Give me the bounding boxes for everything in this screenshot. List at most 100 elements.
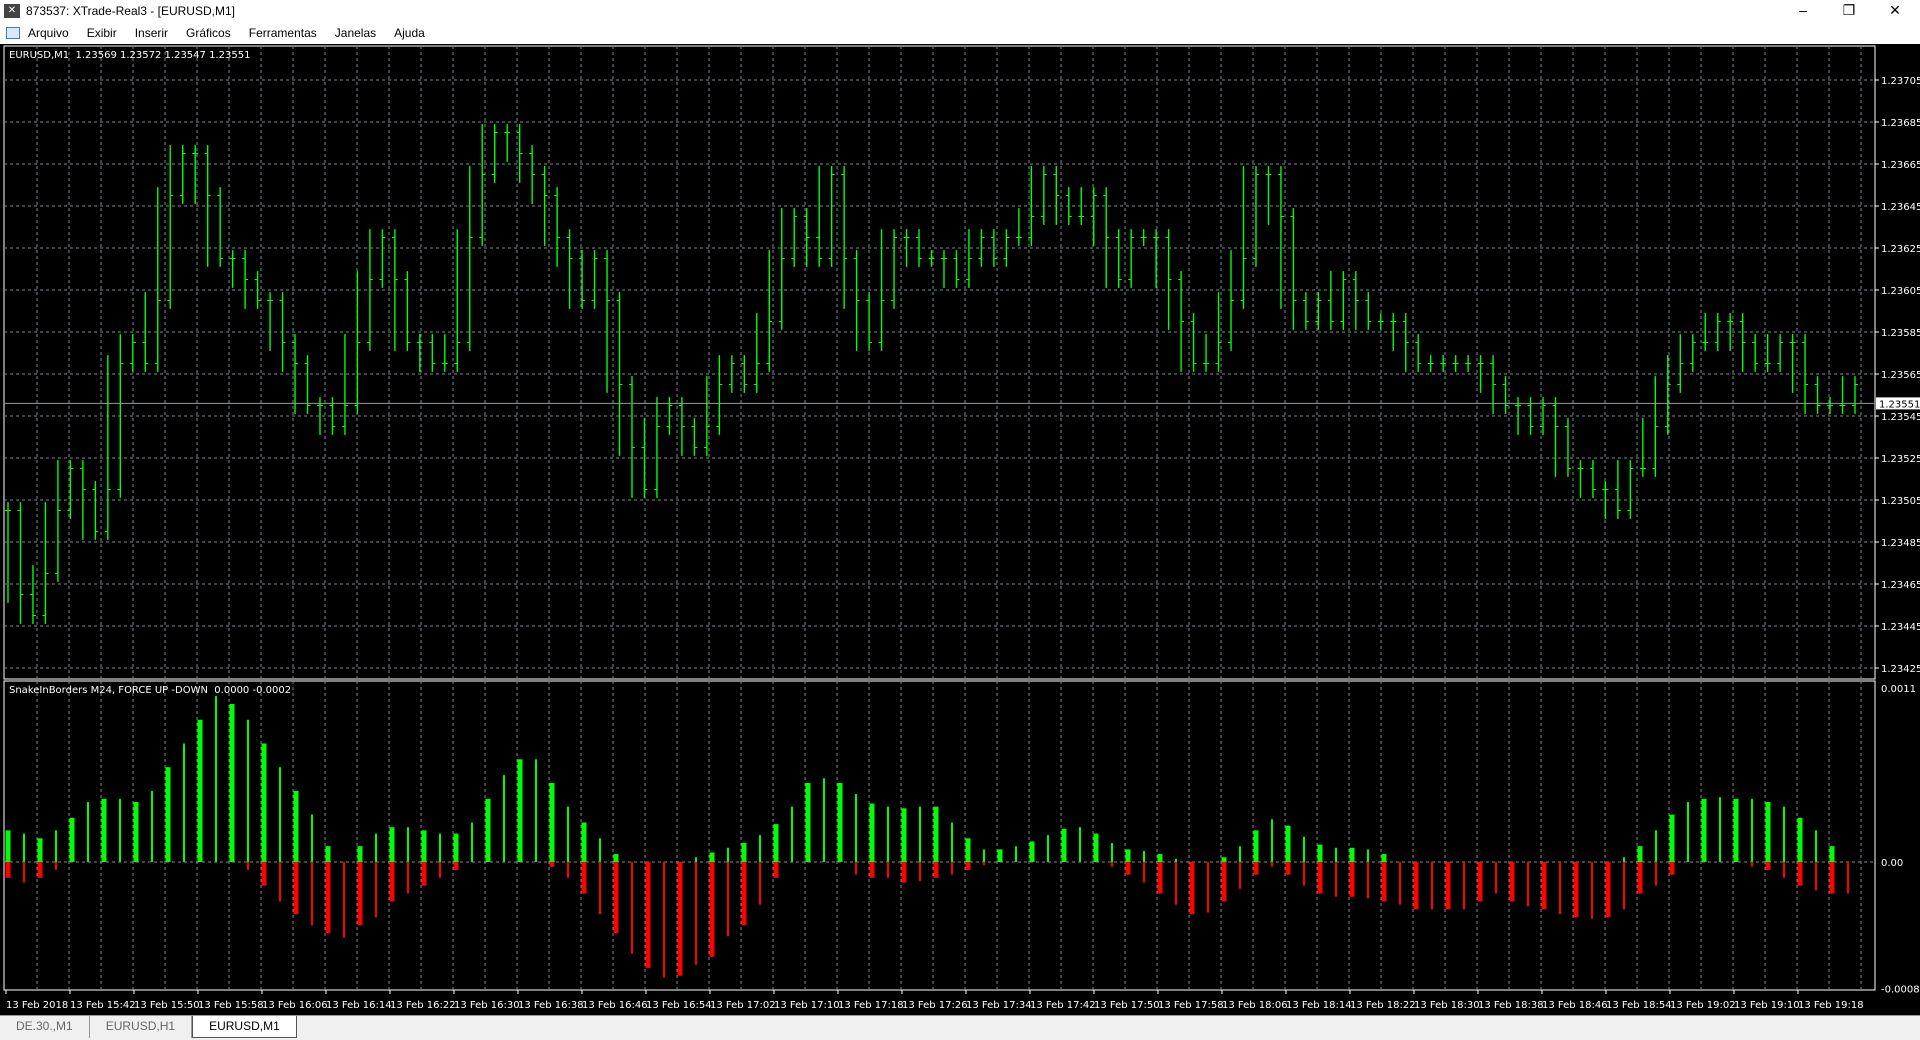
indicator-down-bar (1559, 862, 1561, 915)
price-bar (691, 418, 698, 456)
indicator-up-bar (5, 830, 11, 862)
time-axis-label: 13 Feb 16:30 (454, 1000, 520, 1011)
indicator-down-bar (901, 862, 907, 883)
price-axis-label: 1.23645 (1881, 202, 1920, 213)
price-bar (628, 376, 635, 498)
indicator-up-bar (709, 852, 715, 862)
indicator-up-bar (1719, 797, 1721, 862)
price-bar (67, 460, 74, 519)
menu-janelas[interactable]: Janelas (334, 26, 377, 40)
indicator-up-bar (1285, 825, 1291, 862)
app-logo-icon: ✕ (4, 4, 20, 18)
indicator-up-bar (1381, 854, 1387, 862)
price-bar (1115, 229, 1122, 288)
indicator-up-bar (421, 830, 427, 862)
price-bar (1552, 397, 1559, 477)
menu-ajuda[interactable]: Ajuda (394, 26, 425, 40)
price-bar (604, 250, 611, 393)
price-bar (1327, 271, 1334, 330)
indicator-down-bar (1669, 862, 1675, 875)
price-bar (1402, 313, 1409, 372)
time-axis-label: 13 Feb 16:54 (646, 1000, 712, 1011)
indicator-axis-label: 0.00 (1881, 858, 1903, 869)
indicator-down-bar (261, 862, 267, 886)
indicator-down-bar (983, 862, 985, 866)
price-bar (1739, 313, 1746, 372)
price-bar (1078, 187, 1085, 225)
indicator-down-bar (741, 862, 747, 926)
time-axis-label: 13 Feb 17:18 (838, 1000, 904, 1011)
indicator-down-bar (631, 862, 633, 954)
current-price-label: 1.23551 (1879, 399, 1920, 410)
time-axis-label: 13 Feb 16:38 (518, 1000, 584, 1011)
tab-eurusd-h1[interactable]: EURUSD,H1 (90, 1016, 193, 1038)
time-axis-label: 13 Feb 17:50 (1094, 1000, 1160, 1011)
chart-window-icon[interactable] (6, 27, 20, 39)
indicator-down-bar (1815, 862, 1817, 891)
indicator-up-bar (1655, 830, 1657, 862)
price-bar (816, 166, 823, 267)
price-bar (1228, 250, 1235, 351)
indicator-down-bar (1221, 862, 1227, 902)
time-axis-label: 13 Feb 17:34 (966, 1000, 1032, 1011)
price-bar (5, 502, 11, 603)
indicator-up-bar (279, 767, 281, 862)
indicator-up-bar (69, 817, 75, 862)
chart-canvas[interactable]: 1.23705 1.23685 1.23665 1.23645 1.23625 1.236… (0, 44, 1920, 1015)
indicator-up-bar (1221, 857, 1227, 862)
indicator-up-bar (581, 822, 587, 862)
tab-de30-m1[interactable]: DE.30.,M1 (0, 1016, 90, 1038)
indicator-up-bar (1317, 844, 1323, 862)
menu-exibir[interactable]: Exibir (86, 26, 117, 40)
price-bar (516, 124, 523, 183)
time-axis-label: 13 Feb 15:42 (70, 1000, 136, 1011)
price-bar (167, 145, 174, 309)
indicator-down-bar (1605, 862, 1611, 918)
price-bar (1702, 313, 1709, 351)
price-axis-label: 1.23485 (1881, 538, 1920, 549)
indicator-up-bar (1765, 801, 1771, 862)
price-bar (479, 124, 486, 246)
price-bar (554, 187, 561, 267)
price-bar (791, 208, 798, 267)
time-axis-label: 13 Feb 15:50 (134, 1000, 200, 1011)
menu-ferramentas[interactable]: Ferramentas (248, 26, 317, 40)
indicator-down-bar (1253, 862, 1259, 875)
indicator-down-bar (1797, 862, 1803, 886)
price-bar (1377, 313, 1384, 330)
price-bar (1352, 271, 1359, 330)
price-axis-label: 1.23705 (1881, 76, 1920, 87)
menu-inserir[interactable]: Inserir (134, 26, 169, 40)
indicator-up-bar (823, 778, 825, 862)
window-title: 873537: XTrade-Real3 - [EURUSD,M1] (26, 4, 235, 18)
price-bar (404, 271, 411, 351)
minimize-button[interactable]: – (1799, 2, 1807, 18)
price-bar (541, 166, 548, 246)
tab-eurusd-m1[interactable]: EURUSD,M1 (192, 1016, 297, 1038)
price-bar (1015, 208, 1022, 246)
price-bar (1777, 334, 1784, 372)
price-bar (778, 208, 785, 330)
price-bar (354, 271, 361, 414)
close-button[interactable]: ✕ (1889, 2, 1901, 18)
menu-arquivo[interactable]: Arquivo (28, 26, 69, 40)
chart-window[interactable]: 1.23705 1.23685 1.23665 1.23645 1.23625 1.236… (0, 44, 1920, 1015)
indicator-down-bar (1751, 862, 1753, 867)
indicator-down-bar (1111, 862, 1113, 867)
indicator-down-bar (1637, 862, 1643, 894)
indicator-down-bar (727, 862, 729, 937)
indicator-down-bar (677, 862, 683, 976)
price-bar (940, 250, 947, 288)
indicator-up-bar (197, 719, 203, 862)
price-axis-label: 1.23465 (1881, 580, 1920, 591)
price-bar (1639, 418, 1646, 477)
time-axis-label: 13 Feb 15:58 (198, 1000, 264, 1011)
indicator-up-bar (485, 798, 491, 862)
indicator-up-bar (439, 833, 441, 862)
time-axis-label: 13 Feb 18:06 (1222, 1000, 1288, 1011)
price-bar (916, 229, 923, 267)
indicator-up-bar (503, 775, 505, 862)
price-bar (1814, 376, 1821, 414)
menu-graficos[interactable]: Gráficos (186, 26, 231, 40)
maximize-button[interactable]: ❐ (1842, 2, 1856, 18)
